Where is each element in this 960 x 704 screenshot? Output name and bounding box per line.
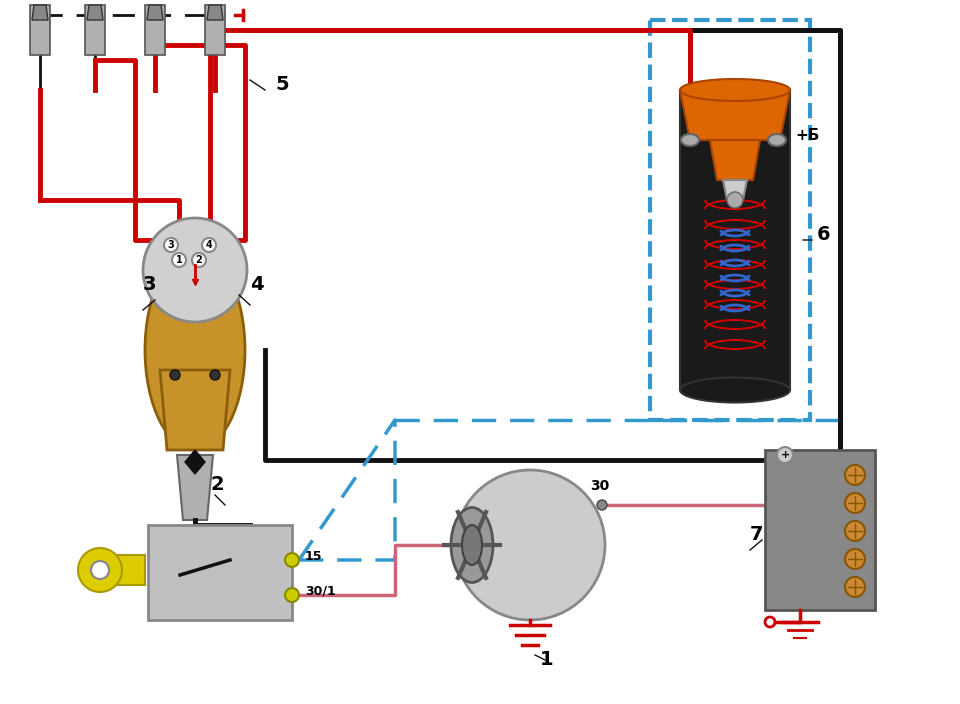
Text: +: +	[780, 450, 790, 460]
Text: 5: 5	[275, 75, 289, 94]
Polygon shape	[177, 455, 213, 520]
Circle shape	[845, 493, 865, 513]
Circle shape	[455, 470, 605, 620]
Polygon shape	[32, 5, 48, 20]
Text: 6: 6	[817, 225, 830, 244]
Polygon shape	[105, 555, 145, 585]
Circle shape	[597, 500, 607, 510]
Circle shape	[285, 553, 299, 567]
Polygon shape	[723, 180, 747, 200]
Circle shape	[91, 561, 109, 579]
Circle shape	[845, 465, 865, 485]
Polygon shape	[680, 90, 790, 390]
Circle shape	[170, 370, 180, 380]
Text: 3: 3	[168, 240, 175, 250]
Circle shape	[727, 192, 743, 208]
Circle shape	[172, 253, 186, 267]
Polygon shape	[710, 140, 760, 180]
Text: 3: 3	[143, 275, 156, 294]
Circle shape	[202, 238, 216, 252]
Text: 15: 15	[305, 550, 323, 563]
Polygon shape	[185, 450, 205, 474]
Polygon shape	[680, 90, 790, 140]
Circle shape	[210, 370, 220, 380]
Text: 2: 2	[210, 475, 224, 494]
Text: 30/1: 30/1	[305, 585, 336, 598]
Circle shape	[192, 253, 206, 267]
Circle shape	[845, 549, 865, 569]
Text: 1: 1	[176, 255, 182, 265]
Polygon shape	[147, 5, 163, 20]
Text: 1: 1	[540, 650, 554, 669]
Polygon shape	[148, 525, 292, 620]
Circle shape	[845, 577, 865, 597]
Circle shape	[285, 588, 299, 602]
Circle shape	[78, 548, 122, 592]
Polygon shape	[145, 5, 165, 55]
Circle shape	[164, 238, 178, 252]
Ellipse shape	[768, 134, 786, 146]
Ellipse shape	[680, 79, 790, 101]
Circle shape	[845, 521, 865, 541]
Ellipse shape	[462, 525, 482, 565]
Polygon shape	[160, 370, 230, 450]
Ellipse shape	[451, 508, 493, 582]
Ellipse shape	[145, 250, 245, 450]
Text: 30: 30	[590, 479, 610, 493]
Ellipse shape	[681, 134, 699, 146]
Text: 2: 2	[196, 255, 203, 265]
Polygon shape	[87, 5, 103, 20]
Ellipse shape	[680, 377, 790, 403]
Text: +Б: +Б	[795, 128, 820, 143]
Circle shape	[777, 447, 793, 463]
Polygon shape	[30, 5, 50, 55]
Circle shape	[143, 218, 247, 322]
Polygon shape	[205, 5, 225, 55]
Polygon shape	[765, 450, 875, 610]
Text: 7: 7	[750, 525, 763, 544]
Polygon shape	[85, 5, 105, 55]
Text: 4: 4	[205, 240, 212, 250]
Polygon shape	[207, 5, 223, 20]
Circle shape	[765, 617, 775, 627]
Text: 4: 4	[250, 275, 264, 294]
